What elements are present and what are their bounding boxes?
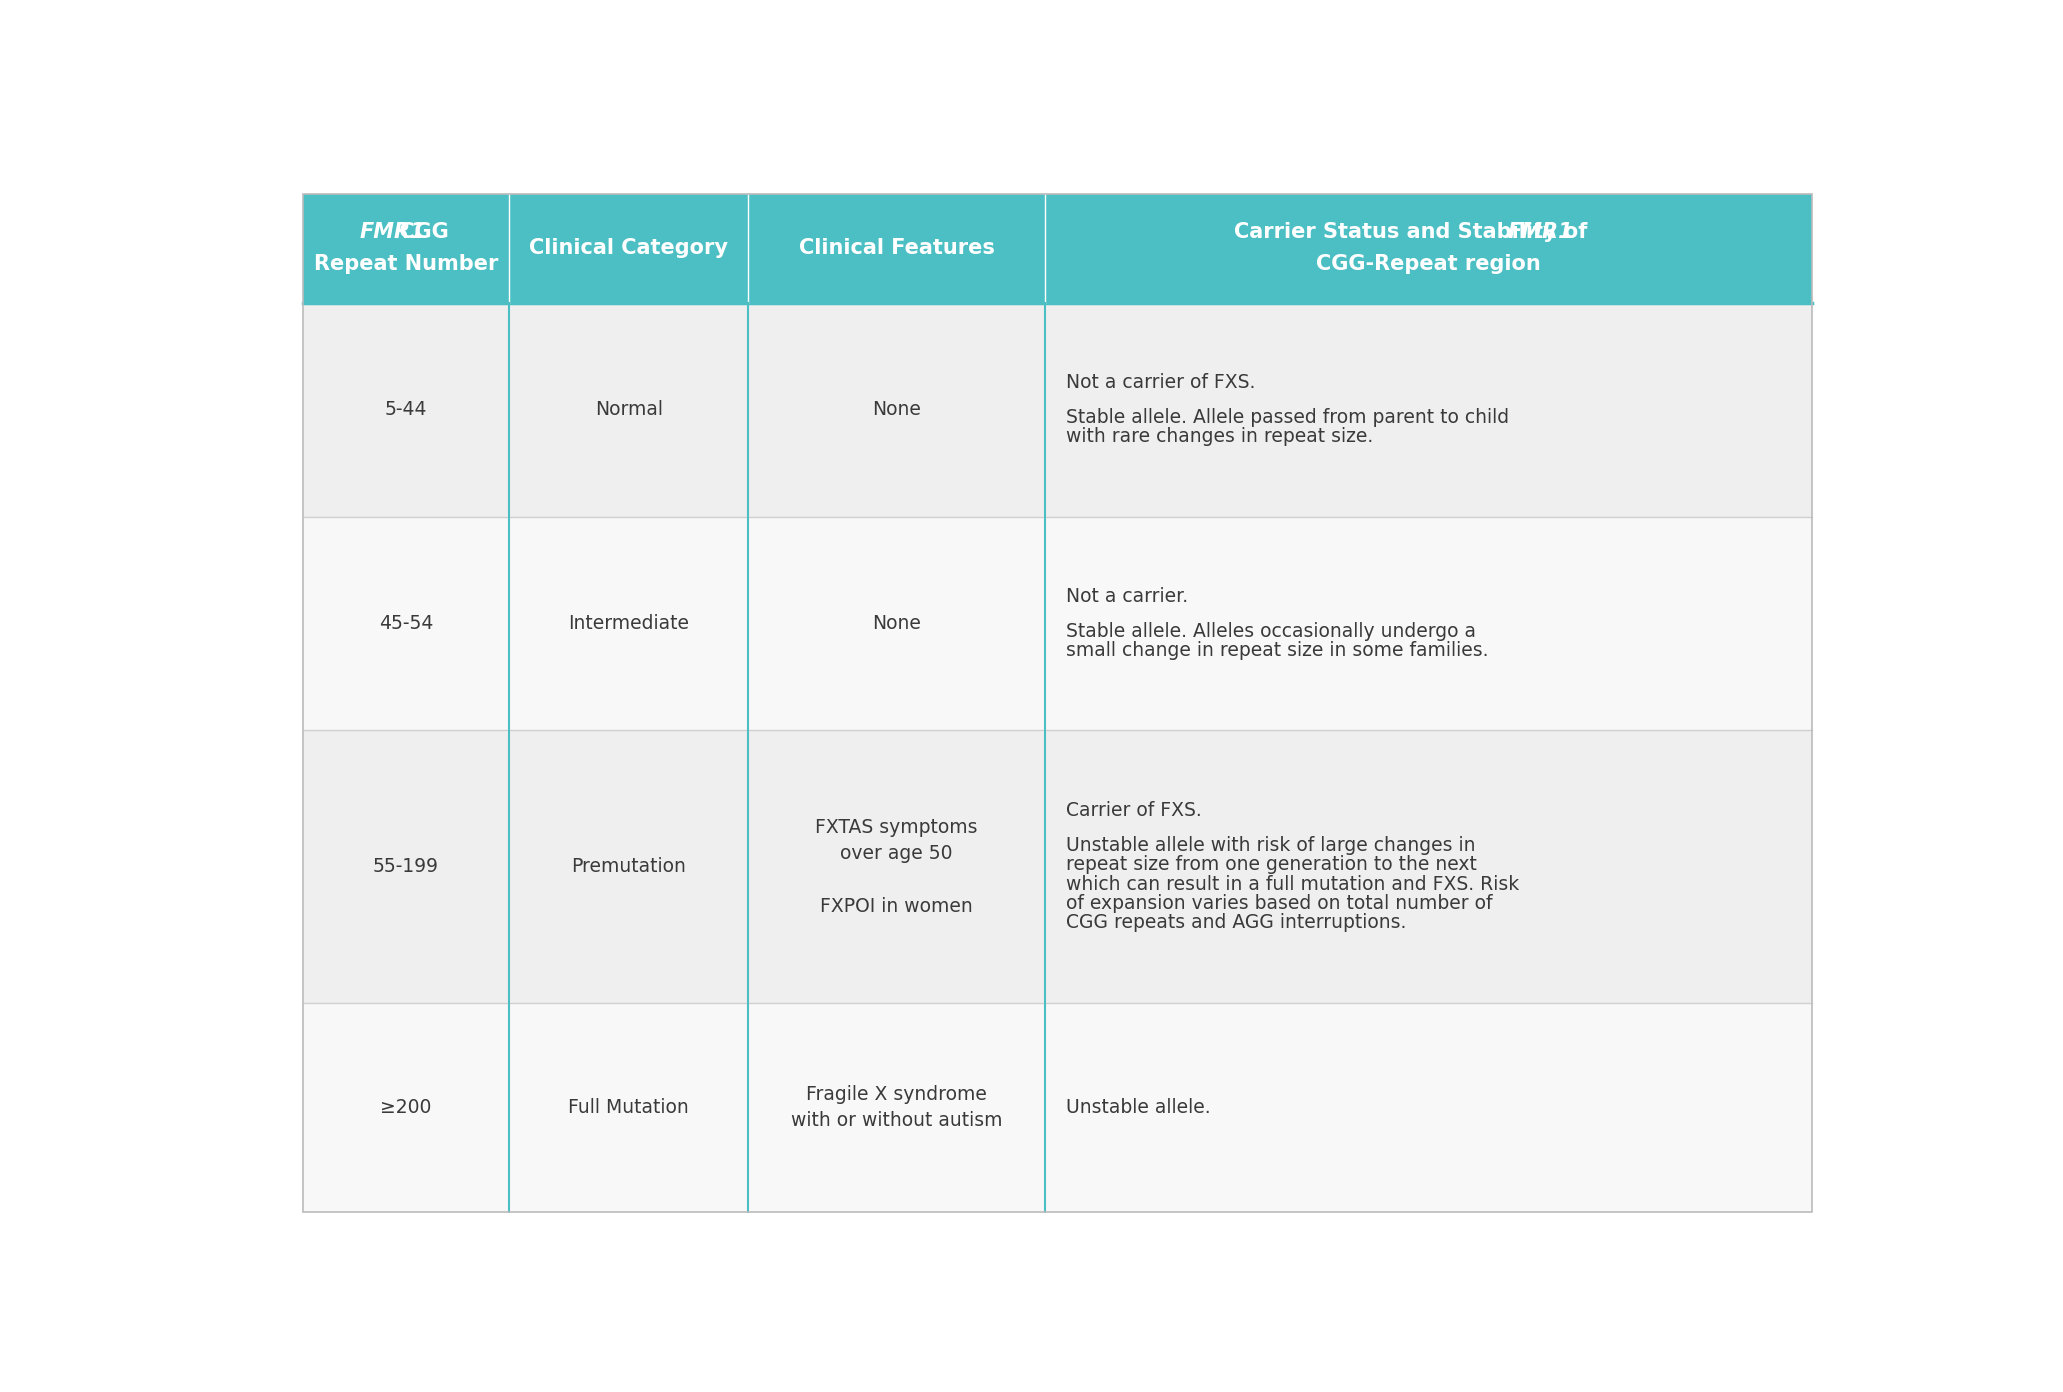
Text: with rare changes in repeat size.: with rare changes in repeat size. <box>1067 427 1374 445</box>
Bar <box>303 731 1811 1004</box>
Text: None: None <box>873 614 920 633</box>
Text: Not a carrier.: Not a carrier. <box>1067 587 1188 606</box>
Bar <box>303 1004 1811 1212</box>
Text: CGG repeats and AGG interruptions.: CGG repeats and AGG interruptions. <box>1067 913 1407 933</box>
Text: which can result in a full mutation and FXS. Risk: which can result in a full mutation and … <box>1067 874 1518 894</box>
Bar <box>303 303 1811 516</box>
Text: Premutation: Premutation <box>571 857 687 877</box>
Text: FMR1: FMR1 <box>359 223 425 242</box>
Text: 45-54: 45-54 <box>380 614 433 633</box>
Text: None: None <box>873 401 920 419</box>
Bar <box>303 193 1811 303</box>
Text: Not a carrier of FXS.: Not a carrier of FXS. <box>1067 373 1256 393</box>
Text: small change in repeat size in some families.: small change in repeat size in some fami… <box>1067 640 1489 660</box>
Text: Unstable allele.: Unstable allele. <box>1067 1098 1211 1118</box>
Text: Normal: Normal <box>594 401 662 419</box>
Text: repeat size from one generation to the next: repeat size from one generation to the n… <box>1067 855 1477 874</box>
Text: Carrier of FXS.: Carrier of FXS. <box>1067 802 1203 820</box>
Text: Fragile X syndrome
with or without autism: Fragile X syndrome with or without autis… <box>790 1084 1003 1130</box>
Text: of expansion varies based on total number of: of expansion varies based on total numbe… <box>1067 894 1492 913</box>
Text: Repeat Number: Repeat Number <box>314 255 499 274</box>
Bar <box>303 516 1811 731</box>
Text: FMR1: FMR1 <box>1508 223 1572 242</box>
Text: Stable allele. Allele passed from parent to child: Stable allele. Allele passed from parent… <box>1067 408 1510 427</box>
Text: Clinical Features: Clinical Features <box>798 238 994 259</box>
Text: Intermediate: Intermediate <box>567 614 689 633</box>
Text: 5-44: 5-44 <box>386 401 427 419</box>
Text: Stable allele. Alleles occasionally undergo a: Stable allele. Alleles occasionally unde… <box>1067 622 1475 640</box>
Text: ≥200: ≥200 <box>380 1098 431 1118</box>
Text: CGG: CGG <box>392 223 448 242</box>
Text: Clinical Category: Clinical Category <box>528 238 728 259</box>
Text: Carrier Status and Stability of: Carrier Status and Stability of <box>1234 223 1595 242</box>
Text: FXTAS symptoms
over age 50

FXPOI in women: FXTAS symptoms over age 50 FXPOI in wome… <box>815 817 978 916</box>
Text: Full Mutation: Full Mutation <box>567 1098 689 1118</box>
Text: 55-199: 55-199 <box>373 857 439 877</box>
Text: Unstable allele with risk of large changes in: Unstable allele with risk of large chang… <box>1067 837 1475 855</box>
Text: CGG-Repeat region: CGG-Repeat region <box>1316 255 1541 274</box>
